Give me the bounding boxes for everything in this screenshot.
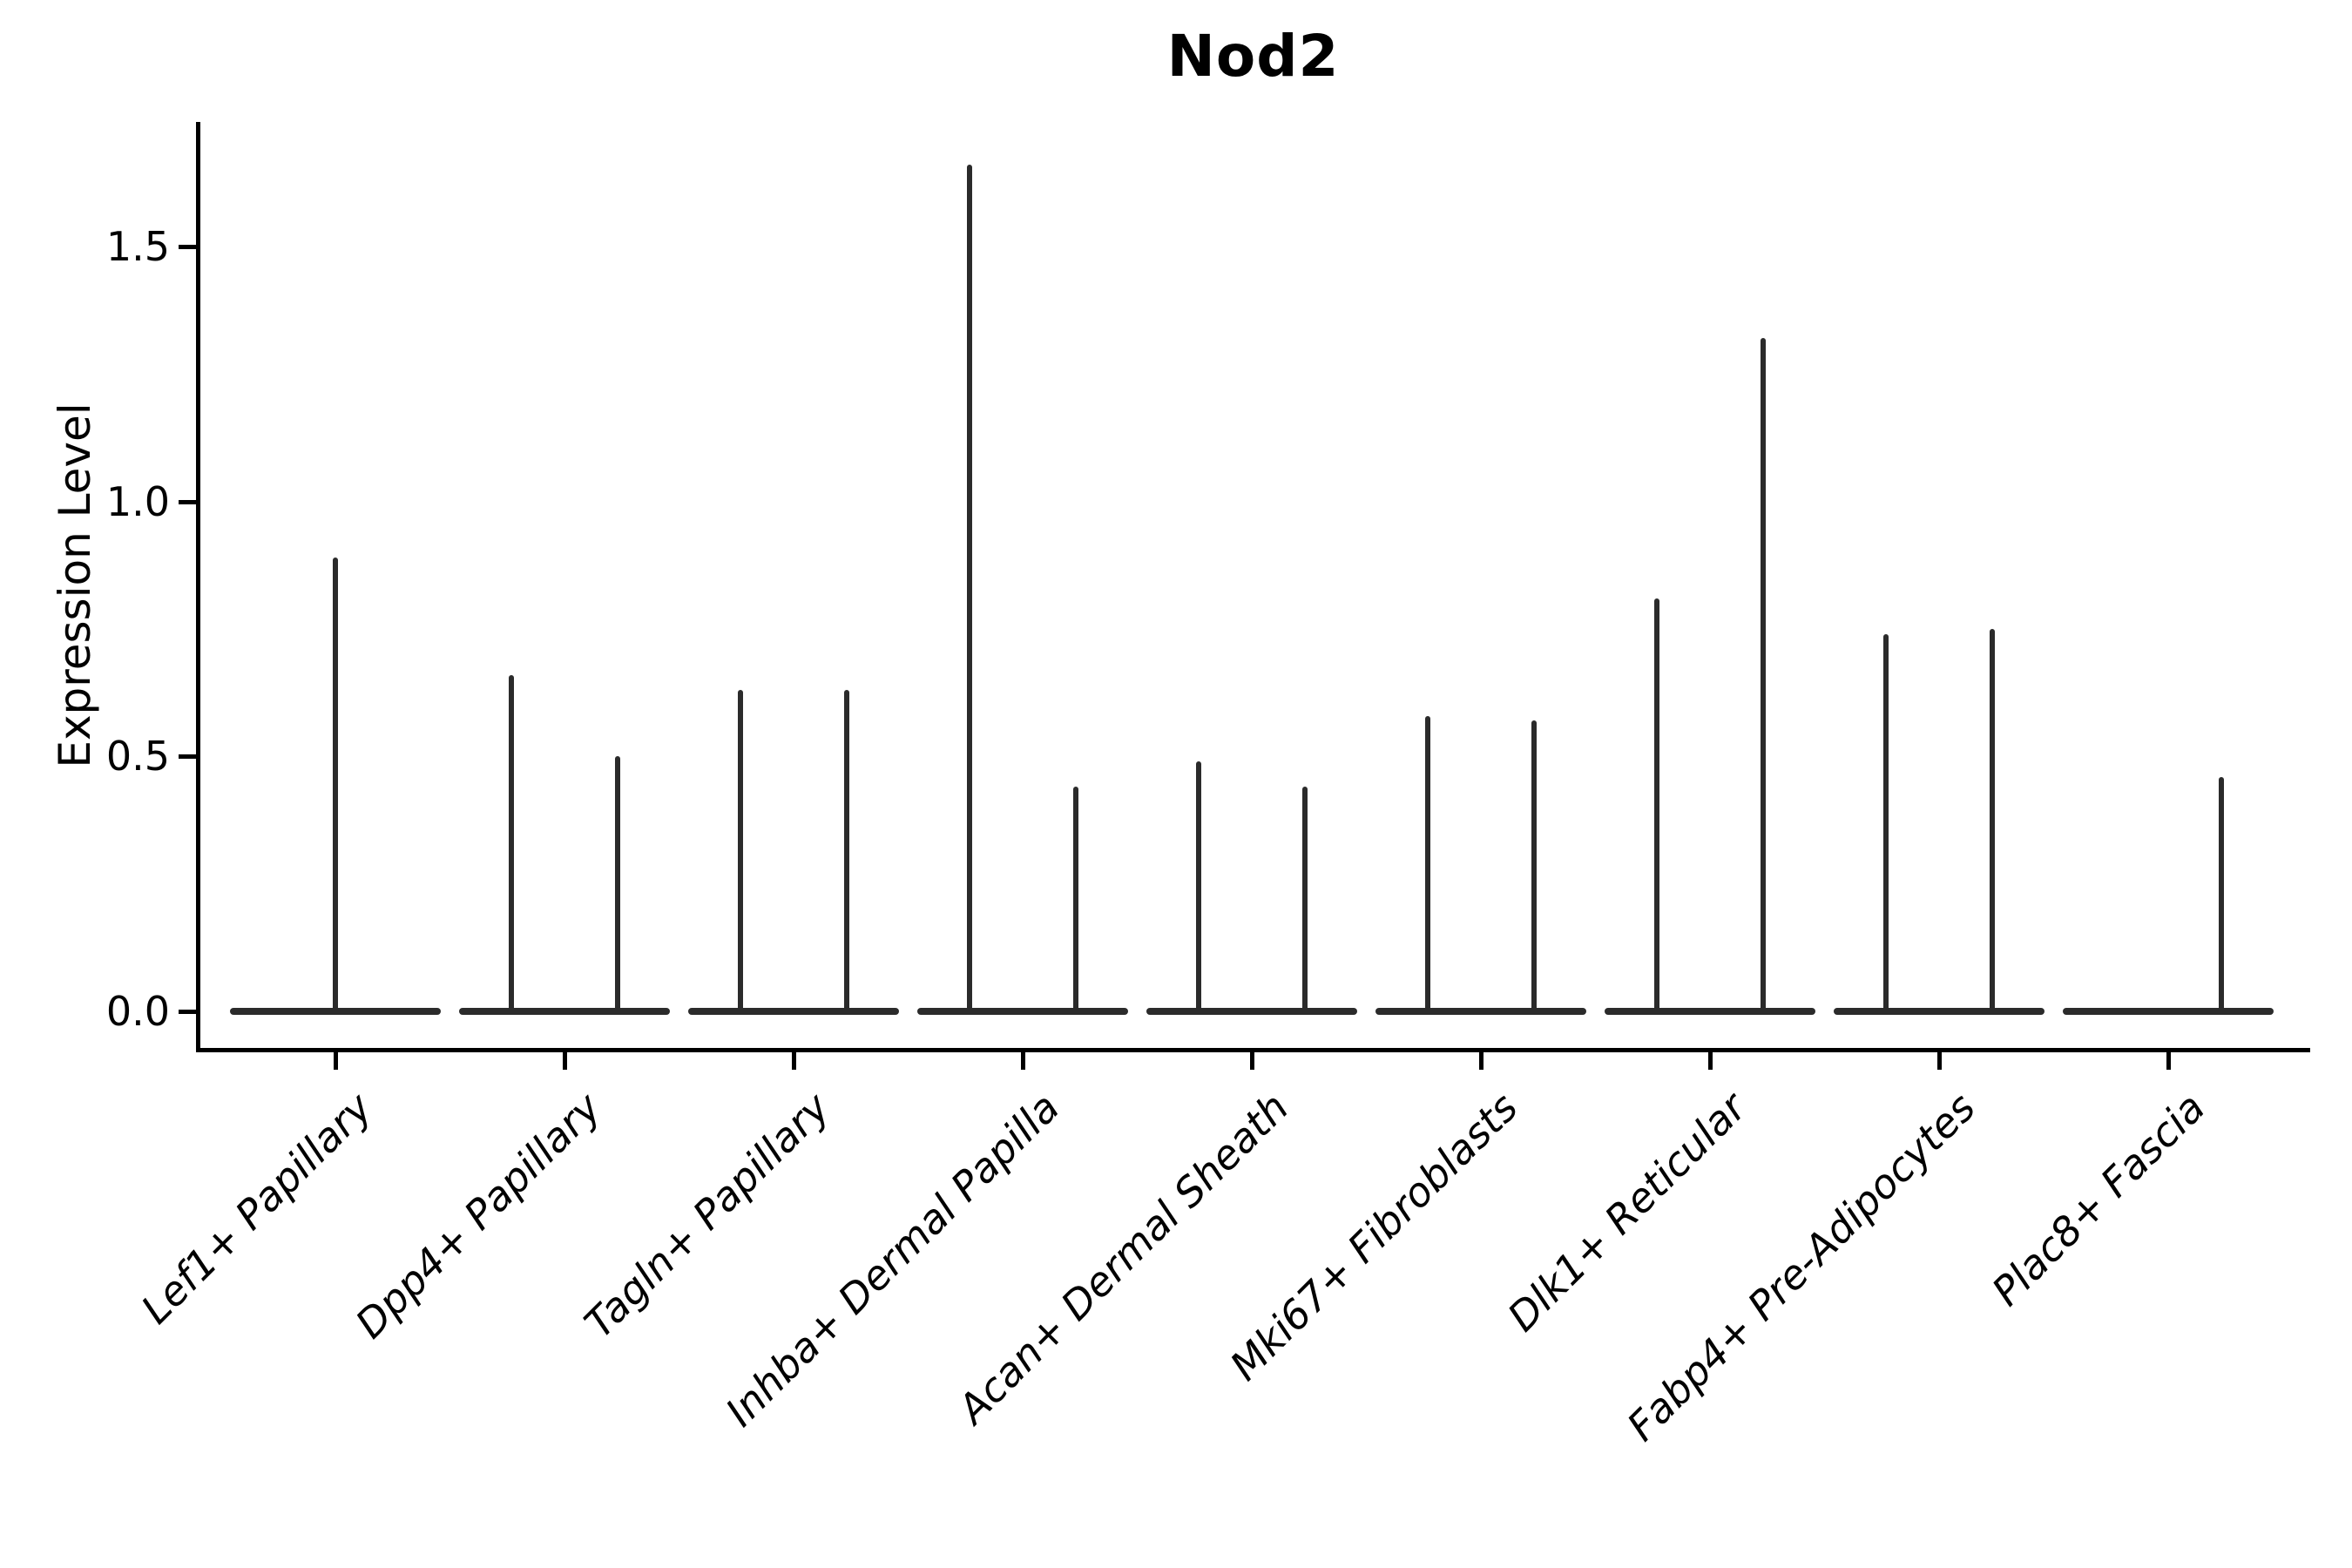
x-tick bbox=[1021, 1052, 1025, 1070]
violin-base bbox=[1605, 1008, 1815, 1015]
violin-base bbox=[1146, 1008, 1357, 1015]
y-axis-label: Expression Level bbox=[50, 402, 100, 768]
violin-spike bbox=[1196, 761, 1201, 1015]
x-tick-label: Tagln+ Papillary bbox=[575, 1084, 840, 1348]
y-tick-label: 1.0 bbox=[105, 478, 170, 525]
violin-base bbox=[917, 1008, 1128, 1015]
x-tick bbox=[2166, 1052, 2171, 1070]
y-tick bbox=[179, 500, 196, 504]
x-tick-label: Lef1+ Papillary bbox=[132, 1084, 382, 1333]
violin-spike bbox=[333, 558, 338, 1015]
violin-base bbox=[688, 1008, 899, 1015]
x-tick bbox=[1708, 1052, 1713, 1070]
violin-spike bbox=[967, 165, 972, 1015]
x-tick-label: Plac8+ Fascia bbox=[1982, 1084, 2214, 1315]
y-tick-label: 0.5 bbox=[105, 733, 170, 780]
violin-base bbox=[1375, 1008, 1586, 1015]
violin-spike bbox=[2219, 777, 2224, 1015]
violin-spike bbox=[509, 675, 514, 1015]
violin-spike bbox=[1990, 629, 1995, 1015]
violin-base bbox=[1834, 1008, 2044, 1015]
y-tick bbox=[179, 1010, 196, 1014]
violin-base bbox=[2063, 1008, 2274, 1015]
x-axis-spine bbox=[196, 1048, 2310, 1052]
x-tick bbox=[1479, 1052, 1484, 1070]
violin-spike bbox=[738, 690, 743, 1015]
x-tick bbox=[334, 1052, 338, 1070]
chart-title: Nod2 bbox=[1166, 23, 1340, 90]
violin-spike bbox=[1302, 787, 1308, 1015]
violin-spike bbox=[1073, 787, 1078, 1015]
x-tick bbox=[1937, 1052, 1942, 1070]
violin-spike bbox=[1654, 598, 1659, 1015]
x-tick-label: Dlk1+ Reticular bbox=[1498, 1084, 1756, 1341]
violin-spike bbox=[615, 756, 620, 1015]
x-tick-label: Dpp4+ Papillary bbox=[346, 1084, 611, 1348]
violin-spike bbox=[1425, 716, 1430, 1015]
y-axis-spine bbox=[196, 122, 200, 1052]
y-tick bbox=[179, 245, 196, 249]
violin-spike bbox=[1531, 720, 1537, 1015]
violin-spike bbox=[844, 690, 849, 1015]
y-tick-label: 0.0 bbox=[105, 988, 170, 1035]
y-tick bbox=[179, 754, 196, 759]
x-tick bbox=[1250, 1052, 1254, 1070]
x-tick bbox=[792, 1052, 796, 1070]
violin-spike bbox=[1883, 634, 1889, 1015]
violin-base bbox=[459, 1008, 670, 1015]
y-tick-label: 1.5 bbox=[105, 223, 170, 270]
violin-spike bbox=[1761, 338, 1766, 1015]
x-tick bbox=[563, 1052, 567, 1070]
